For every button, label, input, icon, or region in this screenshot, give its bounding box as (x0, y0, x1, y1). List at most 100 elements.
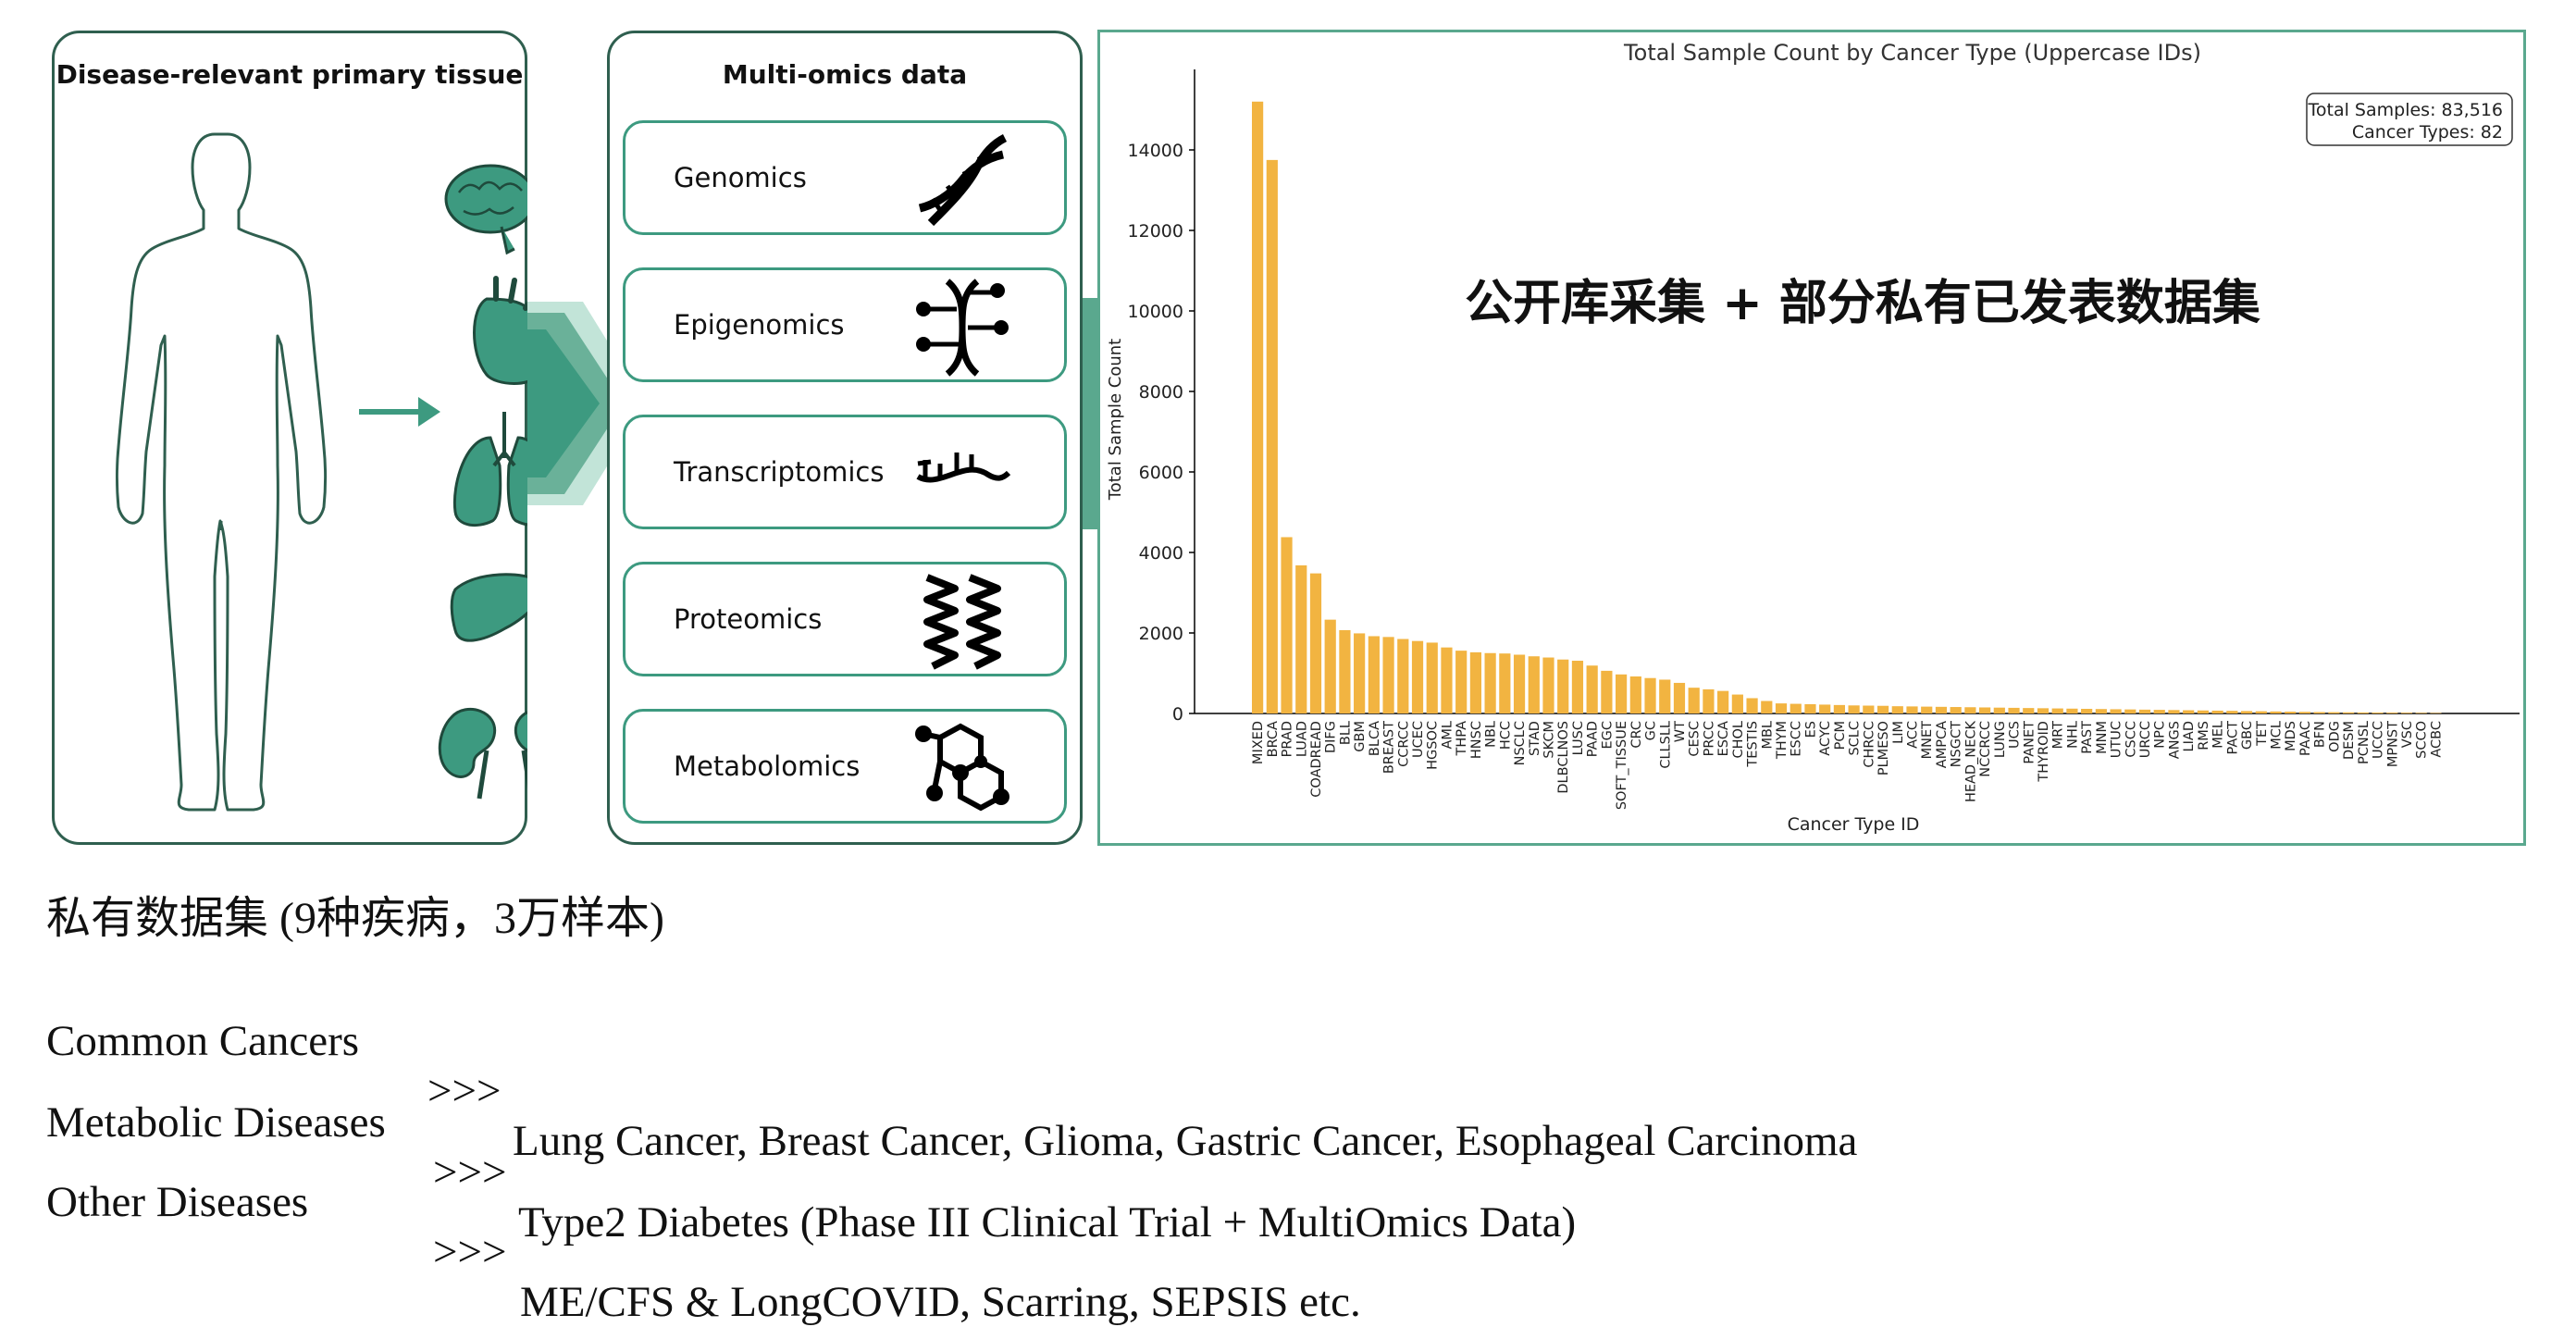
bar (1629, 676, 1641, 713)
bar (1601, 670, 1613, 713)
bar (1703, 688, 1715, 713)
bar (2270, 711, 2282, 713)
x-tick-label: AMPCA (1935, 721, 1950, 768)
private-dataset-row: Common Cancers >>> Lung Cancer, Breast C… (46, 966, 1857, 1166)
y-tick-label: 8000 (1139, 382, 1183, 403)
bar (1863, 705, 1875, 713)
x-tick-label: PLMESO (1876, 721, 1891, 775)
x-tick-label: PACT (2225, 721, 2240, 755)
bar (1993, 707, 2005, 713)
x-tick-label: SCCO (2415, 721, 2430, 759)
x-tick-label: DIFG (1324, 721, 1339, 753)
flow-chevron-right-edge (1083, 298, 1097, 529)
bar (2110, 709, 2122, 713)
x-tick-label: THYM (1775, 721, 1790, 760)
omics-item-label: Genomics (674, 162, 807, 193)
x-tick-label: PCNSL (2357, 721, 2372, 764)
chart-overlay-text: 公开库采集 + 部分私有已发表数据集 (1465, 276, 2260, 331)
row-category: Metabolic Diseases (46, 1098, 386, 1147)
bar (2124, 709, 2136, 713)
bar (2138, 709, 2151, 713)
bar (1688, 688, 1700, 713)
x-tick-label: ESCA (1716, 721, 1731, 756)
x-tick-label: BLL (1338, 721, 1353, 745)
bar (1616, 674, 1628, 713)
bar (1339, 629, 1351, 713)
bar (1586, 665, 1598, 713)
bar (2240, 711, 2253, 713)
omics-panel-title: Multi-omics data (722, 59, 968, 90)
human-body-icon (116, 132, 327, 812)
bar (1513, 654, 1526, 713)
y-tick-label: 2000 (1139, 624, 1183, 644)
x-tick-label: NCCRCC (1978, 721, 1993, 777)
bar (1499, 653, 1511, 713)
rna-icon (916, 453, 1011, 483)
bar (1659, 679, 1671, 713)
x-tick-label: BLCA (1368, 721, 1382, 756)
y-tick-label: 14000 (1128, 141, 1183, 161)
bar (1761, 701, 1773, 713)
x-tick-label: VSC (2400, 721, 2415, 748)
x-tick-label: STAD (1528, 721, 1542, 756)
x-tick-label: CCRCC (1396, 721, 1411, 767)
x-tick-label: LUNG (1993, 721, 2008, 758)
x-tick-label: MRT (2051, 721, 2066, 750)
x-tick-label: SCLC (1848, 721, 1863, 756)
bar (1979, 707, 1991, 713)
y-tick-label: 0 (1172, 704, 1183, 725)
x-tick-label: ODG (2327, 721, 2342, 752)
x-tick-label: EGC (1600, 721, 1615, 750)
x-tick-label: LUAD (1294, 721, 1309, 757)
x-tick-label: TET (2255, 721, 2270, 747)
annotation-text: Cancer Types: 82 (2352, 122, 2503, 143)
x-tick-label: NSCLC (1513, 721, 1528, 765)
x-tick-label: MEL (2211, 721, 2226, 749)
y-tick-label: 6000 (1139, 463, 1183, 483)
bar (1411, 640, 1424, 713)
dna-icon (918, 133, 1008, 227)
bar (1775, 703, 1788, 713)
x-tick-label: CLLSLL (1658, 721, 1673, 769)
x-tick-label: PAAD (1586, 721, 1601, 757)
x-tick-label: MBL (1760, 721, 1775, 750)
bar (1281, 537, 1293, 713)
x-tick-label: NSGCT (1950, 721, 1964, 767)
omics-panel: Multi-omics data Genomics Epigenomics Tr… (607, 31, 1083, 845)
bar (2255, 711, 2267, 713)
x-tick-label: LIM (1891, 721, 1906, 744)
omics-item-epigenomics: Epigenomics (623, 267, 1067, 382)
x-tick-label: NHL (2065, 721, 2080, 749)
x-tick-label: DESM (2342, 721, 2357, 760)
x-tick-label: AML (1440, 721, 1455, 750)
bar (2211, 710, 2223, 713)
omics-item-label: Proteomics (674, 603, 823, 635)
bar (1266, 159, 1278, 713)
tissue-panel: Disease-relevant primary tissue (52, 31, 527, 845)
x-tick-label: CESC (1688, 721, 1703, 757)
bar (1484, 652, 1496, 713)
bar (2095, 709, 2107, 713)
x-tick-label: GC (1644, 721, 1659, 740)
x-tick-label: ACYC (1818, 721, 1833, 756)
x-tick-label: TESTIS (1746, 721, 1761, 768)
flow-chevron-icon (527, 302, 646, 505)
x-tick-label: PAAC (2298, 721, 2313, 756)
x-tick-label: CHOL (1731, 721, 1746, 759)
bar (1921, 706, 1933, 713)
x-tick-label: SOFT_TISSUE (1615, 721, 1629, 810)
x-tick-label: HEAD_NECK (1963, 721, 1978, 803)
omics-item-genomics: Genomics (623, 120, 1067, 235)
bar (2153, 710, 2165, 713)
x-tick-label: PANET (2022, 721, 2037, 764)
x-tick-label: ACC (1906, 721, 1921, 749)
bar (1673, 682, 1686, 713)
bar (1804, 703, 1816, 713)
x-tick-label: ES (1803, 721, 1818, 738)
x-tick-label: ESCC (1790, 721, 1804, 757)
bar (1455, 651, 1468, 713)
x-tick-label: NPC (2153, 721, 2168, 749)
bar (1717, 690, 1729, 713)
omics-item-label: Epigenomics (674, 309, 845, 341)
omics-item-transcriptomics: Transcriptomics (623, 415, 1067, 529)
